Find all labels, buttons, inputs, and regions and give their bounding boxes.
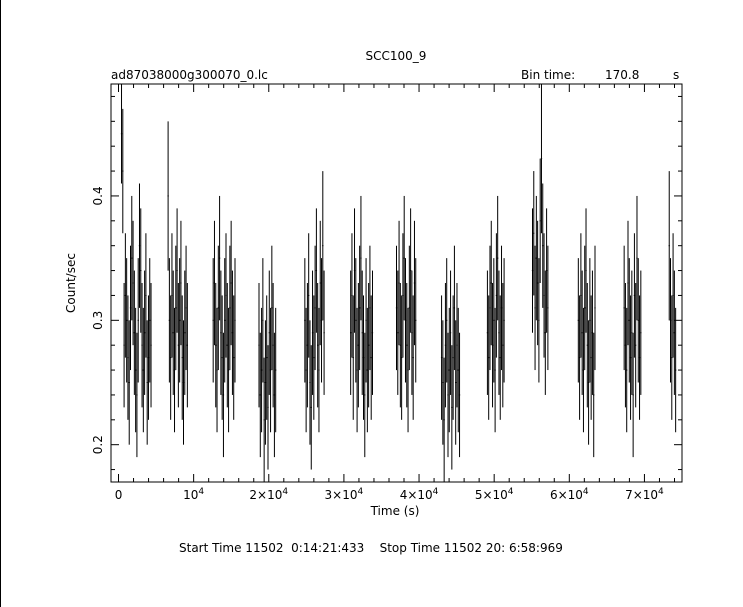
file-name-label: ad87038000g300070_0.lc (111, 68, 268, 82)
bin-time-unit: s (673, 68, 679, 82)
stop-time-label: Stop Time 11502 20: 6:58:969 (379, 541, 563, 555)
start-time-label: Start Time 11502 0:14:21:433 (179, 541, 365, 555)
x-tick-label: 3×104 (325, 487, 364, 502)
y-tick-label: 0.3 (91, 311, 105, 330)
x-axis-label: Time (s) (370, 504, 420, 518)
x-tick-label: 2×104 (249, 487, 288, 502)
error-bars (120, 84, 677, 482)
bin-time-value: 170.8 (605, 68, 639, 82)
y-axis-label: Count/sec (64, 253, 78, 313)
axis-ticks (111, 84, 682, 482)
chart-title: SCC100_9 (366, 49, 427, 63)
x-tick-label: 104 (183, 487, 204, 502)
x-tick-label: 7×104 (625, 487, 664, 502)
window-left-edge (0, 0, 1, 607)
x-tick-labels: 0 104 2×104 3×104 4×104 5×104 6×104 7×104 (115, 487, 664, 502)
plot-frame (110, 83, 683, 483)
x-tick-label: 0 (115, 488, 123, 502)
time-range-footer: Start Time 11502 0:14:21:433 Stop Time 1… (179, 541, 563, 555)
y-tick-labels: 0.2 0.3 0.4 (91, 186, 105, 454)
y-tick-label: 0.2 (91, 435, 105, 454)
x-tick-label: 5×104 (475, 487, 514, 502)
y-tick-label: 0.4 (91, 186, 105, 205)
bin-time-label: Bin time: (521, 68, 575, 82)
x-tick-label: 6×104 (550, 487, 589, 502)
x-tick-label: 4×104 (400, 487, 439, 502)
